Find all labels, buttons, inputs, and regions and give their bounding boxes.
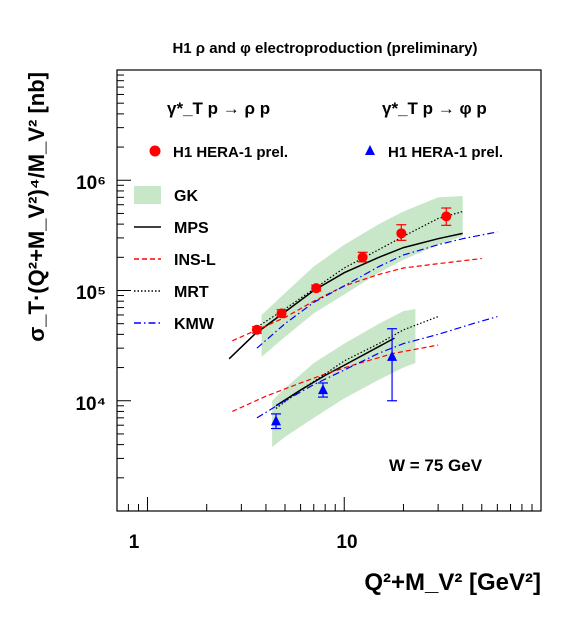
rho-process-header: γ*_T p → ρ p <box>167 99 270 118</box>
curve-kmw-rho <box>256 231 498 349</box>
phi-marker <box>387 350 398 361</box>
rho-marker <box>396 228 407 239</box>
legend-rho-data: H1 HERA-1 prel. <box>149 144 288 161</box>
phi-data-point <box>318 382 329 398</box>
data-points <box>251 207 452 430</box>
rho-data-point <box>276 308 287 319</box>
legend-rho-marker <box>149 145 161 157</box>
rho-marker <box>357 252 368 263</box>
y-axis-label: σ_T·(Q²+M_V²)⁴/M_V² [nb] <box>24 72 49 342</box>
y-tick-label-1e4: 10⁴ <box>75 394 106 415</box>
legend-entry-mrt: MRT <box>134 284 209 301</box>
legend-rho-label: H1 HERA-1 prel. <box>173 144 288 161</box>
legend-entry-ins-l: INS-L <box>134 252 216 269</box>
x-axis-label: Q²+M_V² [GeV²] <box>364 569 541 596</box>
phi-marker <box>271 415 282 426</box>
phi-process-header: γ*_T p → φ p <box>382 99 487 118</box>
rho-data-point <box>357 251 368 263</box>
curve-kmw-phi <box>256 316 498 419</box>
legend-label-mps: MPS <box>174 220 209 237</box>
theory-legend: GK MPS INS-L MRT KMW <box>134 186 216 333</box>
legend-swatch-gk <box>134 186 161 204</box>
legend-phi-marker <box>365 145 375 155</box>
x-tick-label-10: 10 <box>336 532 357 553</box>
rho-marker <box>276 308 287 319</box>
rho-data-point <box>441 207 452 226</box>
phi-marker <box>318 384 329 395</box>
legend-phi-data: H1 HERA-1 prel. <box>365 144 503 161</box>
theory-curves <box>228 210 498 419</box>
curve-mrt-rho <box>254 210 463 330</box>
y-tick-label-1e5: 10⁵ <box>76 283 106 304</box>
legend-entry-gk: GK <box>134 186 198 205</box>
rho-data-point <box>396 224 407 241</box>
rho-data-point <box>251 324 262 335</box>
legend-label-gk: GK <box>174 188 198 205</box>
rho-marker <box>311 283 322 294</box>
y-tick-label-1e6: 10⁶ <box>76 173 106 194</box>
x-tick-label-1: 1 <box>129 532 140 553</box>
legend-entry-kmw: KMW <box>134 316 215 333</box>
legend-label-kmw: KMW <box>174 316 215 333</box>
legend-entry-mps: MPS <box>134 220 209 237</box>
legend-phi-label: H1 HERA-1 prel. <box>388 144 503 161</box>
band-gk-rho <box>261 195 463 357</box>
energy-annotation: W = 75 GeV <box>389 456 483 475</box>
axis-ticks <box>116 69 533 512</box>
rho-marker <box>441 211 452 222</box>
rho-marker <box>251 324 262 335</box>
theory-bands <box>261 195 463 448</box>
phi-data-point <box>387 328 398 402</box>
phi-data-point <box>271 413 282 430</box>
legend-label-ins-l: INS-L <box>174 252 216 269</box>
chart-title: H1 ρ and φ electroproduction (preliminar… <box>172 40 477 57</box>
rho-data-point <box>311 283 322 294</box>
legend-label-mrt: MRT <box>174 284 209 301</box>
